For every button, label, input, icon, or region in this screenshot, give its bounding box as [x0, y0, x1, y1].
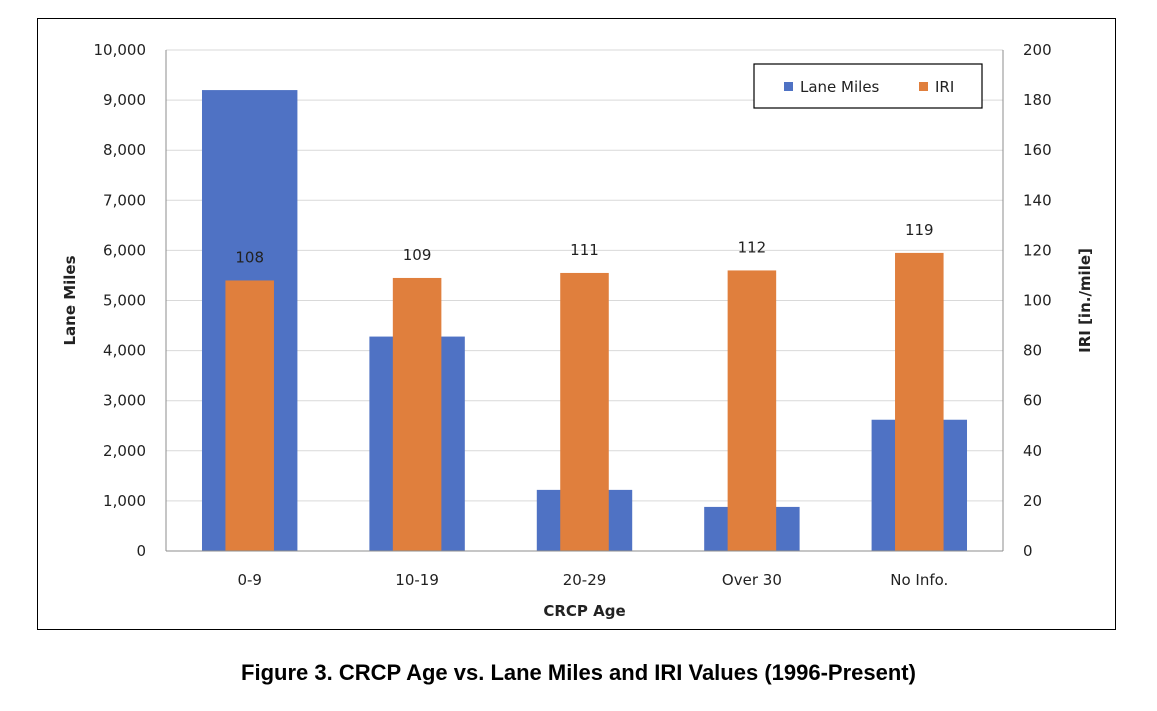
iri-data-label: 109 [403, 246, 432, 264]
y2-tick-label: 200 [1023, 41, 1052, 59]
chart-frame: 0 1,000 2,000 3,000 4,000 5,000 6,000 7,000 8,00… [37, 18, 1116, 630]
bar-iri [895, 252, 944, 551]
iri-data-label: 112 [738, 238, 767, 256]
iri-data-label: 108 [235, 248, 264, 266]
y-tick-label: 6,000 [103, 241, 146, 259]
iri-data-label: 119 [905, 221, 934, 239]
bar-iri [392, 277, 442, 551]
y-tick-label: 8,000 [103, 141, 146, 159]
y2-tick-label: 180 [1023, 91, 1052, 109]
legend-label-iri: IRI [935, 78, 954, 96]
y2-tick-label: 60 [1023, 392, 1042, 410]
y2-tick-label: 160 [1023, 141, 1052, 159]
x-axis-title: CRCP Age [543, 602, 625, 620]
x-tick-label: Over 30 [722, 571, 782, 589]
y-tick-label: 3,000 [103, 392, 146, 410]
x-tick-label: No Info. [890, 571, 948, 589]
legend-swatch-lane-miles [784, 82, 793, 91]
figure-caption: Figure 3. CRCP Age vs. Lane Miles and IR… [241, 660, 916, 685]
bar-iri [225, 280, 274, 551]
x-tick-label: 20-29 [563, 571, 607, 589]
y-tick-label: 4,000 [103, 342, 146, 360]
x-tick-label: 0-9 [237, 571, 262, 589]
iri-data-label: 111 [570, 241, 599, 259]
y-tick-label: 9,000 [103, 91, 146, 109]
y2-tick-label: 100 [1023, 292, 1052, 310]
y-tick-label: 1,000 [103, 492, 146, 510]
legend-label-lane-miles: Lane Miles [800, 78, 880, 96]
bar-iri [560, 272, 609, 551]
x-tick-label: 10-19 [395, 571, 439, 589]
y-tick-label: 10,000 [94, 41, 147, 59]
y-tick-label: 0 [136, 542, 146, 560]
y-tick-label: 7,000 [103, 191, 146, 209]
y2-tick-label: 0 [1023, 542, 1033, 560]
y2-tick-label: 140 [1023, 191, 1052, 209]
legend-swatch-iri [919, 82, 928, 91]
y2-tick-label: 20 [1023, 492, 1042, 510]
y2-tick-label: 80 [1023, 342, 1042, 360]
y-tick-label: 5,000 [103, 292, 146, 310]
chart-svg: 0 1,000 2,000 3,000 4,000 5,000 6,000 7,000 8,00… [61, 41, 1094, 620]
y2-tick-label: 40 [1023, 442, 1042, 460]
y-axis-title: Lane Miles [61, 255, 79, 345]
y2-tick-label: 120 [1023, 241, 1052, 259]
y2-axis-title: IRI [in./mile] [1076, 248, 1094, 353]
bar-iri [727, 270, 777, 551]
y-tick-label: 2,000 [103, 442, 146, 460]
